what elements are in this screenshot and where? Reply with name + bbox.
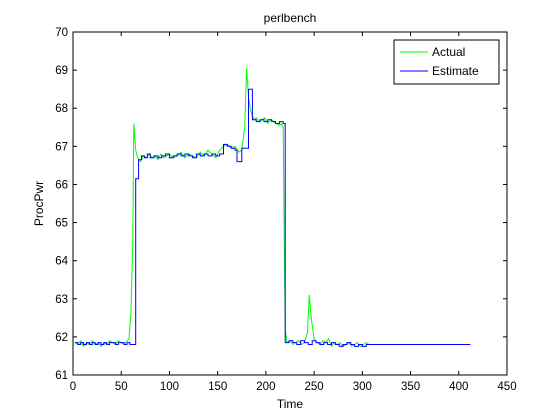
- x-tick-label: 150: [208, 381, 227, 393]
- legend-box: [393, 39, 500, 85]
- legend: Actual Estimate: [393, 39, 500, 85]
- legend-label-estimate: Estimate: [432, 64, 479, 78]
- x-tick-label: 350: [401, 381, 420, 393]
- chart-title: perlbench: [264, 11, 317, 25]
- series-line-actual: [74, 68, 372, 348]
- y-tick-label: 62: [55, 332, 68, 344]
- y-tick-label: 65: [55, 218, 68, 230]
- y-axis-label: ProcPwr: [32, 181, 46, 226]
- y-tick-label: 68: [55, 103, 68, 115]
- y-tick-label: 64: [55, 256, 68, 268]
- y-tick-label: 70: [55, 27, 68, 39]
- x-tick-label: 450: [497, 381, 516, 393]
- x-tick-label: 400: [449, 381, 468, 393]
- axes-box: [72, 31, 508, 376]
- x-tick-label: 0: [70, 381, 76, 393]
- y-tick-label: 61: [55, 370, 68, 382]
- x-tick-label: 200: [256, 381, 275, 393]
- y-tick-label: 69: [55, 65, 68, 77]
- x-tick-label: 100: [160, 381, 179, 393]
- x-tick-label: 50: [115, 381, 128, 393]
- x-axis-label: Time: [277, 397, 304, 411]
- y-tick-label: 63: [55, 294, 68, 306]
- x-tick-label: 250: [305, 381, 324, 393]
- y-tick-label: 66: [55, 179, 68, 191]
- series-line-estimate: [74, 88, 471, 347]
- y-tick-label: 67: [55, 141, 68, 153]
- x-tick-label: 300: [353, 381, 372, 393]
- plot-area: 0 50 100 150 200 250 300 350 400 450 61 62 63 64 65 66 6…: [55, 27, 516, 393]
- legend-label-actual: Actual: [432, 45, 465, 59]
